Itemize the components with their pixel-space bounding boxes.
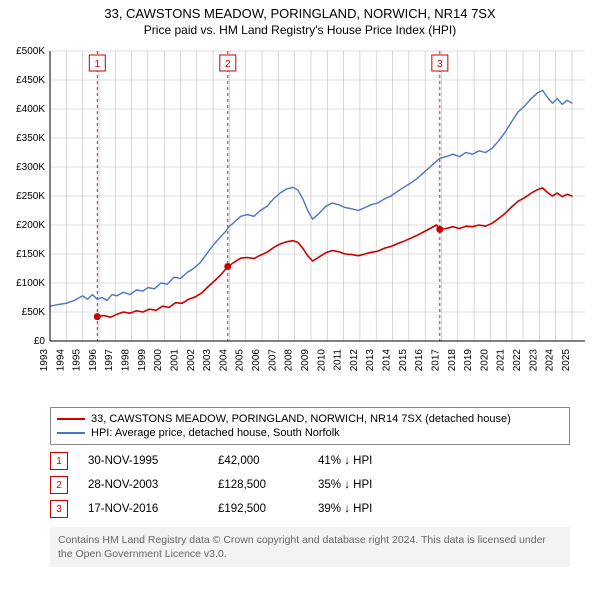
svg-text:£450K: £450K: [16, 75, 45, 86]
svg-text:1996: 1996: [88, 349, 99, 372]
svg-text:2019: 2019: [463, 349, 474, 372]
svg-text:2002: 2002: [186, 349, 197, 372]
svg-text:2017: 2017: [430, 349, 441, 372]
svg-text:2004: 2004: [218, 349, 229, 372]
svg-text:2001: 2001: [169, 349, 180, 372]
legend-swatch: [57, 432, 85, 434]
legend-label: HPI: Average price, detached house, Sout…: [91, 427, 340, 439]
svg-text:1994: 1994: [55, 349, 66, 372]
svg-text:1: 1: [95, 59, 101, 70]
marker-price: £42,000: [218, 455, 298, 467]
marker-price: £128,500: [218, 479, 298, 491]
marker-badge: 1: [50, 452, 68, 470]
marker-badge: 3: [50, 500, 68, 518]
marker-row: 3 17-NOV-2016 £192,500 39% ↓ HPI: [50, 497, 570, 521]
svg-text:2018: 2018: [447, 349, 458, 372]
svg-text:2016: 2016: [414, 349, 425, 372]
svg-text:2006: 2006: [251, 349, 262, 372]
svg-text:2000: 2000: [153, 349, 164, 372]
svg-text:2025: 2025: [561, 349, 572, 372]
marker-date: 17-NOV-2016: [88, 503, 198, 515]
svg-text:2005: 2005: [235, 349, 246, 372]
svg-text:£200K: £200K: [16, 220, 45, 231]
svg-text:2009: 2009: [300, 349, 311, 372]
svg-text:£500K: £500K: [16, 46, 45, 57]
svg-text:2020: 2020: [479, 349, 490, 372]
svg-text:1999: 1999: [137, 349, 148, 372]
svg-text:2024: 2024: [545, 349, 556, 372]
marker-date: 30-NOV-1995: [88, 455, 198, 467]
svg-text:2003: 2003: [202, 349, 213, 372]
legend-label: 33, CAWSTONS MEADOW, PORINGLAND, NORWICH…: [91, 413, 511, 425]
marker-delta: 39% ↓ HPI: [318, 503, 418, 515]
attribution-text: Contains HM Land Registry data © Crown c…: [50, 527, 570, 567]
svg-text:2010: 2010: [316, 349, 327, 372]
svg-text:£50K: £50K: [22, 307, 46, 318]
svg-text:2011: 2011: [333, 349, 344, 371]
svg-text:£400K: £400K: [16, 104, 45, 115]
svg-text:2022: 2022: [512, 349, 523, 372]
marker-delta: 41% ↓ HPI: [318, 455, 418, 467]
chart-subtitle: Price paid vs. HM Land Registry's House …: [0, 21, 600, 41]
chart-container: 33, CAWSTONS MEADOW, PORINGLAND, NORWICH…: [0, 0, 600, 567]
svg-text:2: 2: [225, 59, 231, 70]
legend: 33, CAWSTONS MEADOW, PORINGLAND, NORWICH…: [50, 407, 570, 445]
svg-text:1997: 1997: [104, 349, 115, 372]
marker-price: £192,500: [218, 503, 298, 515]
svg-text:£0: £0: [34, 336, 46, 347]
legend-row: 33, CAWSTONS MEADOW, PORINGLAND, NORWICH…: [57, 412, 563, 426]
svg-text:£350K: £350K: [16, 133, 45, 144]
svg-text:2012: 2012: [349, 349, 360, 372]
svg-text:2023: 2023: [528, 349, 539, 372]
svg-text:1995: 1995: [72, 349, 83, 372]
legend-row: HPI: Average price, detached house, Sout…: [57, 426, 563, 440]
svg-text:1998: 1998: [121, 349, 132, 372]
svg-text:£300K: £300K: [16, 162, 45, 173]
marker-date: 28-NOV-2003: [88, 479, 198, 491]
legend-swatch: [57, 418, 85, 420]
svg-text:2013: 2013: [365, 349, 376, 372]
markers-table: 1 30-NOV-1995 £42,000 41% ↓ HPI 2 28-NOV-2003…: [50, 449, 570, 521]
svg-text:2014: 2014: [382, 349, 393, 372]
svg-text:2007: 2007: [267, 349, 278, 372]
svg-text:1993: 1993: [39, 349, 50, 372]
svg-text:2008: 2008: [284, 349, 295, 372]
svg-text:2021: 2021: [496, 349, 507, 372]
svg-text:£100K: £100K: [16, 278, 45, 289]
marker-row: 1 30-NOV-1995 £42,000 41% ↓ HPI: [50, 449, 570, 473]
chart-plot: £0 £50K £100K £150K £200K £250K £300K £350K £400…: [0, 41, 600, 401]
chart-title: 33, CAWSTONS MEADOW, PORINGLAND, NORWICH…: [0, 0, 600, 21]
marker-badge: 2: [50, 476, 68, 494]
marker-row: 2 28-NOV-2003 £128,500 35% ↓ HPI: [50, 473, 570, 497]
svg-text:£250K: £250K: [16, 191, 45, 202]
svg-text:3: 3: [437, 59, 443, 70]
marker-delta: 35% ↓ HPI: [318, 479, 418, 491]
svg-text:2015: 2015: [398, 349, 409, 372]
svg-text:£150K: £150K: [16, 249, 45, 260]
